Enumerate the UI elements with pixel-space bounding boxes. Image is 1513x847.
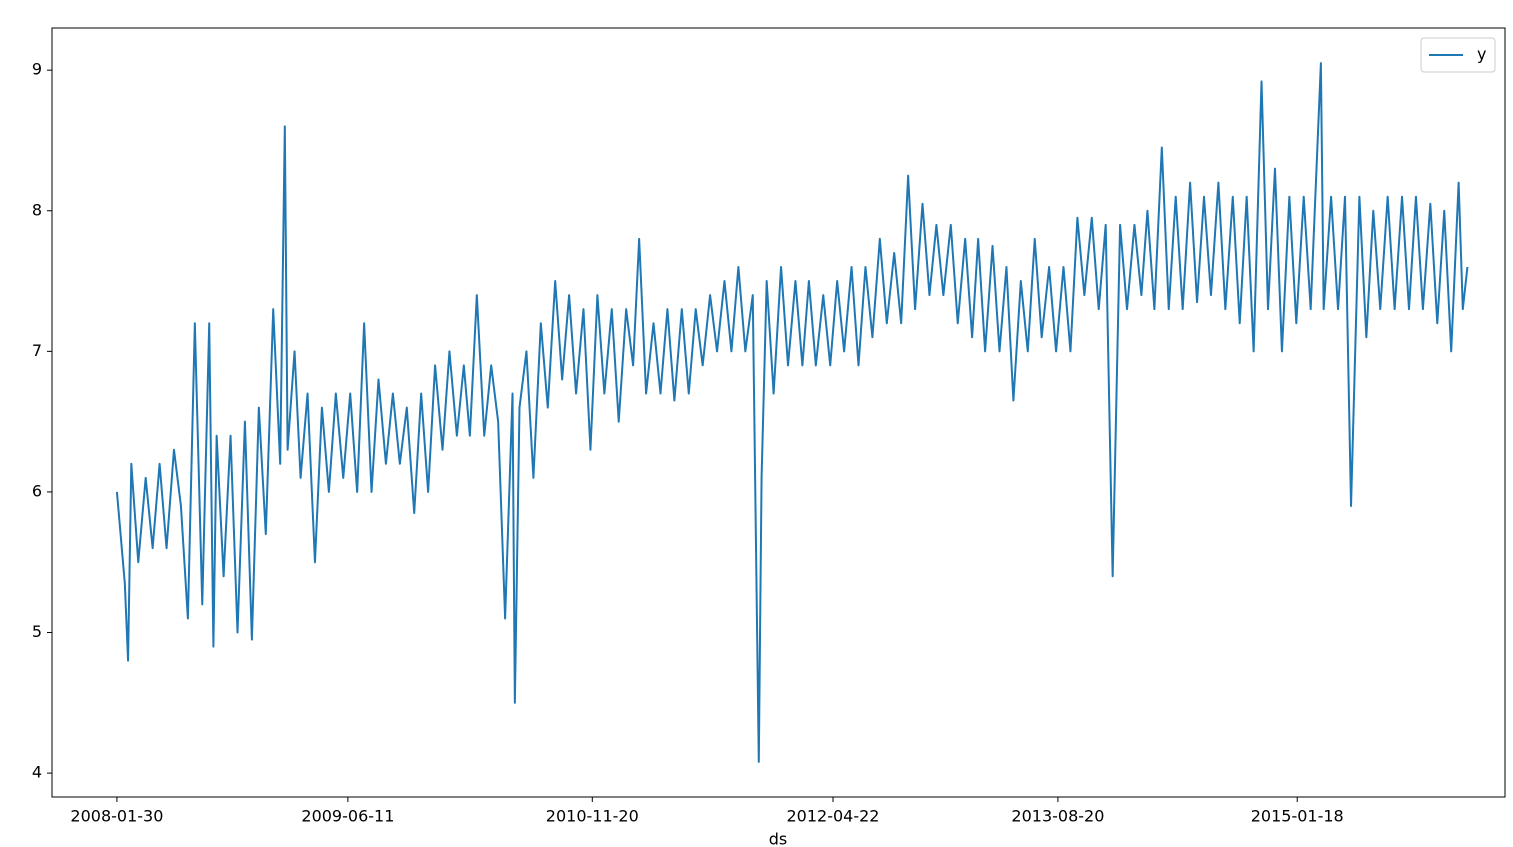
legend-label: y <box>1477 45 1486 64</box>
x-tick-label: 2015-01-18 <box>1251 807 1344 826</box>
y-tick-label: 7 <box>32 341 42 360</box>
y-tick-label: 6 <box>32 481 42 500</box>
x-tick-label: 2013-08-20 <box>1011 807 1104 826</box>
y-tick-label: 8 <box>32 200 42 219</box>
y-tick-label: 5 <box>32 622 42 641</box>
x-tick-label: 2008-01-30 <box>70 807 163 826</box>
y-tick-label: 4 <box>32 763 42 782</box>
y-tick-label: 9 <box>32 60 42 79</box>
series-line <box>115 62 1469 763</box>
x-tick-label: 2009-06-11 <box>301 807 394 826</box>
x-tick-label: 2012-04-22 <box>787 807 880 826</box>
plot-frame <box>51 27 1506 798</box>
x-tick-label: 2010-11-20 <box>546 807 639 826</box>
x-axis-label: ds <box>769 830 788 847</box>
